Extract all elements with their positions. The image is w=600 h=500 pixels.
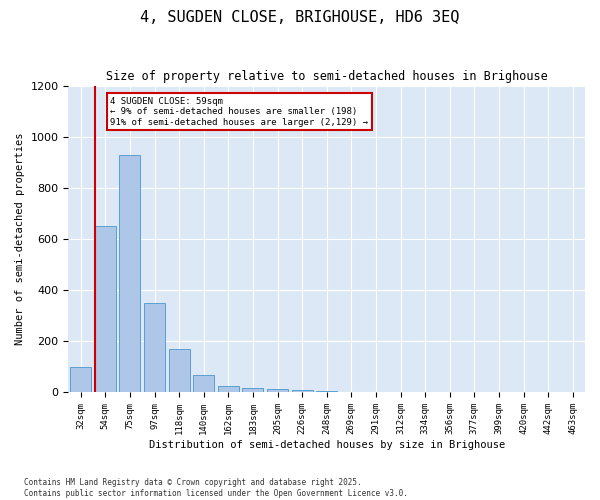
Bar [292,390,313,392]
Bar [119,154,140,392]
Bar [144,303,165,392]
Bar [218,386,239,392]
Y-axis label: Number of semi-detached properties: Number of semi-detached properties [15,133,25,346]
Text: Contains HM Land Registry data © Crown copyright and database right 2025.
Contai: Contains HM Land Registry data © Crown c… [24,478,408,498]
Bar [169,349,190,393]
Bar [242,388,263,392]
Text: 4 SUGDEN CLOSE: 59sqm
← 9% of semi-detached houses are smaller (198)
91% of semi: 4 SUGDEN CLOSE: 59sqm ← 9% of semi-detac… [110,97,368,127]
Text: 4, SUGDEN CLOSE, BRIGHOUSE, HD6 3EQ: 4, SUGDEN CLOSE, BRIGHOUSE, HD6 3EQ [140,10,460,25]
Bar [95,226,116,392]
X-axis label: Distribution of semi-detached houses by size in Brighouse: Distribution of semi-detached houses by … [149,440,505,450]
Title: Size of property relative to semi-detached houses in Brighouse: Size of property relative to semi-detach… [106,70,548,83]
Bar [70,367,91,392]
Bar [193,374,214,392]
Bar [316,391,337,392]
Bar [267,388,288,392]
